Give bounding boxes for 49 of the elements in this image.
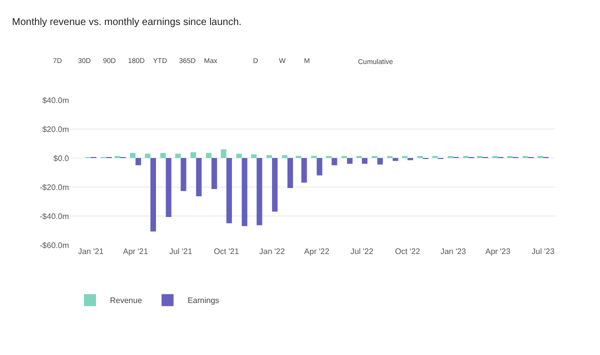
y-tick-label: $20.0m <box>42 124 70 134</box>
bar <box>160 152 166 158</box>
bar <box>242 158 248 226</box>
bar <box>144 154 150 158</box>
bar <box>196 158 202 196</box>
x-tick-label: Jul '21 <box>169 247 193 256</box>
bar <box>136 158 142 166</box>
bar <box>251 154 257 158</box>
bar <box>282 155 288 158</box>
bar <box>150 158 156 232</box>
x-tick-label: Apr '23 <box>485 247 512 256</box>
y-tick-label: -$40.0m <box>40 212 70 221</box>
y-tick-label: $0.0 <box>53 154 70 163</box>
chart-title: Monthly revenue vs. monthly earnings since launch. <box>12 16 242 28</box>
x-tick-label: Jan '23 <box>440 247 467 256</box>
bar <box>377 158 383 165</box>
bar <box>256 158 262 226</box>
bar <box>175 154 181 158</box>
x-tick-label: Jan '22 <box>259 247 286 256</box>
bar <box>211 158 218 190</box>
bar <box>332 158 338 166</box>
bar <box>220 149 226 158</box>
x-tick-label: Apr '21 <box>122 247 149 256</box>
bar <box>392 158 398 161</box>
x-tick-label: Jul '22 <box>350 247 374 256</box>
bar <box>347 158 353 164</box>
y-tick-label: -$20.0m <box>40 182 70 192</box>
bar <box>301 158 307 183</box>
bar <box>130 152 136 158</box>
bar <box>362 158 368 164</box>
legend-label: Earnings <box>188 296 220 306</box>
bar <box>166 158 172 218</box>
bar <box>266 155 272 158</box>
x-tick-label: Apr '22 <box>304 247 330 256</box>
y-tick-label: -$60.0m <box>40 240 70 250</box>
bar <box>226 158 232 224</box>
x-tick-label: Jan '21 <box>78 247 104 256</box>
bar <box>287 158 293 188</box>
bar <box>272 158 278 212</box>
legend-label: Revenue <box>110 296 143 306</box>
x-tick-label: Oct '22 <box>395 247 421 256</box>
bar <box>236 154 242 158</box>
bar <box>316 158 322 176</box>
bar <box>180 158 186 192</box>
bar <box>190 152 196 158</box>
y-tick-label: $40.0m <box>42 96 70 105</box>
bar <box>206 152 212 158</box>
x-tick-label: Oct '21 <box>214 247 240 256</box>
x-tick-label: Jul '23 <box>532 247 556 256</box>
